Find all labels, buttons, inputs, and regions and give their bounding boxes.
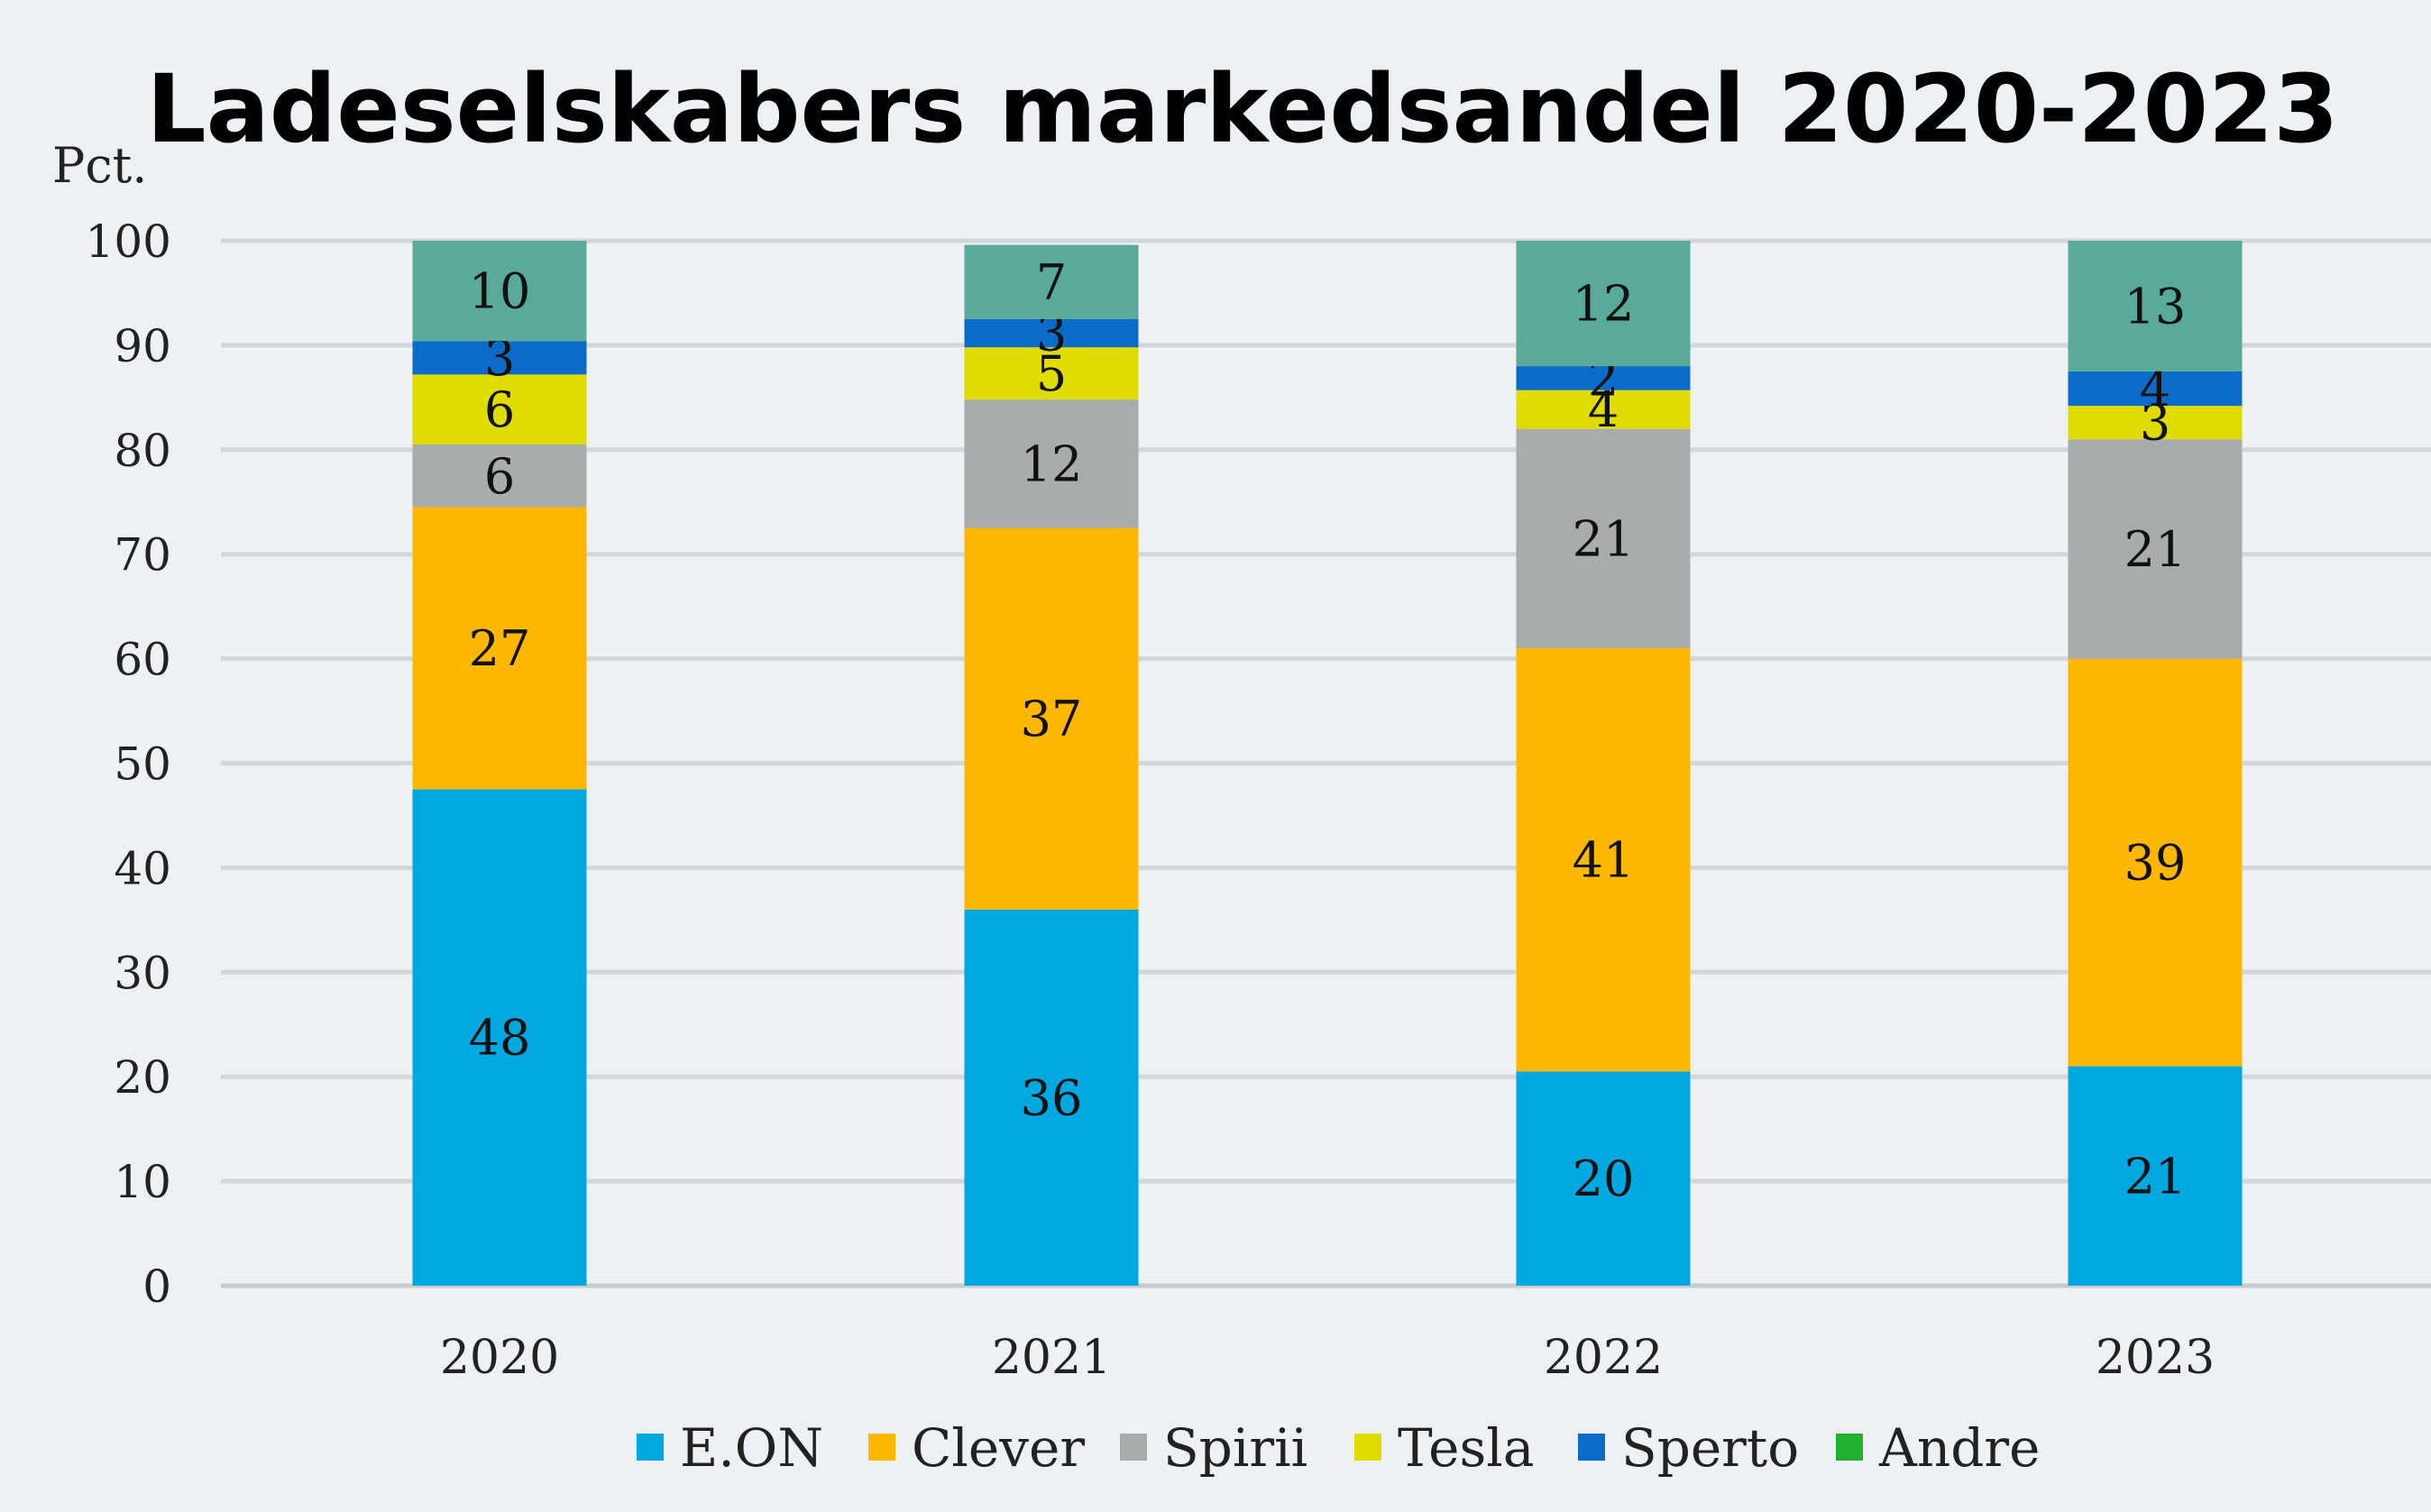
- legend-item-clever: Clever: [868, 1417, 1085, 1479]
- legend-label-sperto: Sperto: [1621, 1417, 1799, 1479]
- legend-label-eon: E.ON: [680, 1417, 823, 1479]
- data-label-clever-2023: 39: [2124, 835, 2187, 892]
- bar-segment-spirii-2020: [412, 444, 587, 508]
- legend-swatch-sperto: [1578, 1434, 1605, 1461]
- x-tick-label-2021: 2021: [992, 1331, 1111, 1385]
- data-label-spirii-2023: 21: [2124, 521, 2187, 578]
- data-label-spirii-2022: 21: [1573, 510, 1635, 567]
- legend-label-tesla: Tesla: [1398, 1417, 1534, 1479]
- data-label-andre-2023: 13: [2124, 278, 2187, 334]
- bar-segment-tesla-2020: [412, 374, 587, 445]
- bar-segment-andre-2022: [1516, 241, 1691, 367]
- legend-swatch-spirii: [1120, 1434, 1147, 1461]
- legend-item-spirii: Spirii: [1120, 1417, 1307, 1479]
- data-label-spirii-2021: 12: [1021, 435, 1083, 492]
- bar-segment-clever-2020: [412, 507, 587, 790]
- x-tick-label-2020: 2020: [440, 1331, 559, 1385]
- data-label-eon-2022: 20: [1573, 1150, 1635, 1207]
- y-tick-label: 10: [114, 1156, 171, 1208]
- y-tick-label: 20: [114, 1051, 171, 1104]
- y-tick-label: 60: [114, 634, 171, 686]
- y-tick-label: 50: [114, 738, 171, 791]
- data-label-spirii-2020: 6: [484, 448, 515, 505]
- bar-segment-sperto-2023: [2068, 371, 2243, 407]
- y-tick-label: 100: [86, 215, 171, 268]
- legend-swatch-tesla: [1354, 1434, 1381, 1461]
- legend-swatch-andre: [1836, 1434, 1863, 1461]
- x-axis-ticks: 2020 2021 2022 2023: [440, 1331, 2215, 1385]
- data-label-andre-2021: 7: [1036, 254, 1067, 311]
- bar-segment-tesla-2023: [2068, 406, 2243, 440]
- y-axis-ticks: 0 10 20 30 40 50 60 70 80 90 100: [86, 215, 171, 1313]
- legend-label-spirii: Spirii: [1163, 1417, 1307, 1479]
- bar-segment-sperto-2022: [1516, 366, 1691, 390]
- bar-segment-eon-2021: [964, 909, 1139, 1286]
- y-tick-label: 70: [114, 529, 171, 582]
- bar-segment-eon-2020: [412, 789, 587, 1286]
- y-axis-label: Pct.: [52, 137, 147, 194]
- legend-label-andre: Andre: [1878, 1417, 2040, 1479]
- data-label-clever-2020: 27: [469, 620, 531, 677]
- bar-segment-clever-2021: [964, 527, 1139, 910]
- bar-segment-tesla-2021: [964, 347, 1139, 400]
- legend: E.ON Clever Spirii Tesla Sperto Andre: [637, 1417, 2040, 1479]
- data-label-tesla-2022: 4: [1588, 381, 1619, 438]
- bar-segment-eon-2023: [2068, 1066, 2243, 1286]
- chart-title: Ladeselskabers markedsandel 2020-2023: [146, 54, 2338, 164]
- data-label-andre-2022: 12: [1573, 276, 1635, 333]
- legend-item-sperto: Sperto: [1578, 1417, 1799, 1479]
- bar-segment-andre-2020: [412, 241, 587, 342]
- gridlines: [221, 238, 2431, 1288]
- bar-segment-clever-2023: [2068, 658, 2243, 1067]
- bar-segment-spirii-2023: [2068, 439, 2243, 659]
- data-label-eon-2021: 36: [1021, 1069, 1083, 1126]
- bar-segment-andre-2021: [964, 244, 1139, 319]
- bar-segment-eon-2022: [1516, 1071, 1691, 1286]
- data-label-eon-2020: 48: [469, 1010, 531, 1067]
- bar-segment-sperto-2020: [412, 341, 587, 375]
- bar-segment-spirii-2022: [1516, 428, 1691, 649]
- x-tick-label-2023: 2023: [2096, 1331, 2215, 1385]
- bar-segment-andre-2023: [2068, 241, 2243, 371]
- data-label-clever-2022: 41: [1573, 832, 1635, 889]
- y-tick-label: 0: [142, 1260, 171, 1313]
- y-tick-label: 30: [114, 947, 171, 999]
- data-label-andre-2020: 10: [469, 263, 531, 320]
- legend-item-eon: E.ON: [637, 1417, 823, 1479]
- bar-segment-tesla-2022: [1516, 389, 1691, 429]
- y-tick-label: 90: [114, 320, 171, 372]
- bar-segment-sperto-2021: [964, 318, 1139, 348]
- legend-label-clever: Clever: [912, 1417, 1085, 1479]
- legend-swatch-eon: [637, 1434, 664, 1461]
- bar-segment-clever-2022: [1516, 648, 1691, 1072]
- data-label-tesla-2020: 6: [484, 381, 515, 438]
- legend-swatch-clever: [868, 1434, 895, 1461]
- x-tick-label-2022: 2022: [1544, 1331, 1663, 1385]
- y-tick-label: 40: [114, 842, 171, 894]
- legend-item-tesla: Tesla: [1354, 1417, 1534, 1479]
- y-tick-label: 80: [114, 425, 171, 477]
- data-label-eon-2023: 21: [2124, 1148, 2187, 1205]
- bar-segment-spirii-2021: [964, 399, 1139, 528]
- data-label-clever-2021: 37: [1021, 691, 1083, 747]
- data-label-tesla-2021: 5: [1036, 345, 1067, 402]
- legend-item-andre: Andre: [1836, 1417, 2040, 1479]
